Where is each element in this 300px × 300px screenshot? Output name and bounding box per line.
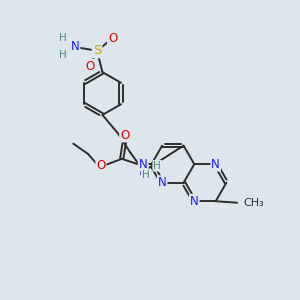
Text: N: N bbox=[190, 195, 199, 208]
Text: O: O bbox=[108, 32, 117, 45]
Text: H: H bbox=[153, 161, 161, 171]
Text: N: N bbox=[139, 165, 148, 178]
Text: CH₃: CH₃ bbox=[244, 198, 264, 208]
Text: O: O bbox=[85, 60, 94, 73]
Text: H: H bbox=[59, 33, 67, 43]
Text: O: O bbox=[120, 128, 129, 142]
Text: N: N bbox=[139, 158, 148, 171]
Text: O: O bbox=[96, 159, 106, 172]
Text: S: S bbox=[93, 44, 101, 57]
Text: H: H bbox=[142, 170, 149, 181]
Text: N: N bbox=[211, 158, 220, 171]
Text: N: N bbox=[71, 40, 80, 53]
Text: N: N bbox=[158, 176, 167, 189]
Text: H: H bbox=[59, 50, 67, 60]
